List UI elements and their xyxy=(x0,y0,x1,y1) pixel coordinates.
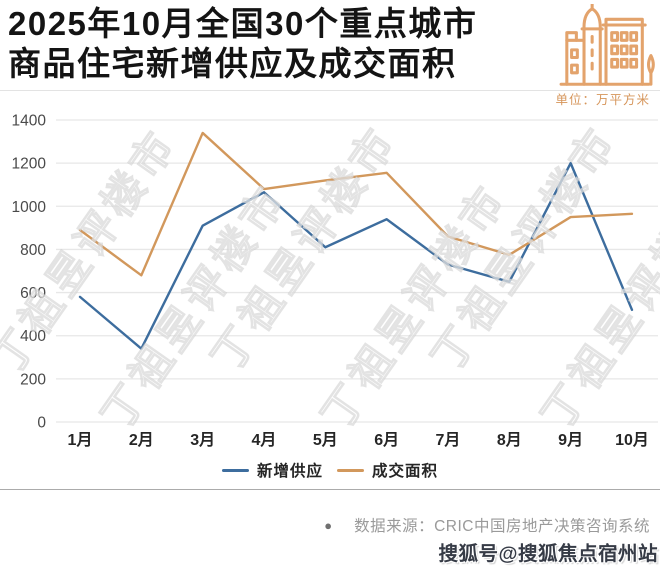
line-chart: 0 200 400 600 800 1000 1200 1400 1月 2月 3月 4月 5月 6月 7月 8… xyxy=(12,113,658,449)
x-axis-tick-label: 3月 xyxy=(190,431,215,449)
y-axis-tick-label: 1000 xyxy=(12,199,47,216)
y-axis-tick-label: 600 xyxy=(20,285,46,302)
x-axis-tick-label: 6月 xyxy=(374,431,399,449)
x-axis-tick-label: 2月 xyxy=(129,431,154,449)
legend-line-supply xyxy=(221,468,249,472)
sohu-account-watermark: 搜狐号@搜狐焦点宿州站 xyxy=(438,543,658,565)
x-axis-tick-label: 1月 xyxy=(68,431,93,449)
title-line-2: 商品住宅新增供应及成交面积 xyxy=(8,45,457,83)
header-divider xyxy=(0,90,660,91)
x-axis-tick-label: 5月 xyxy=(313,431,338,449)
unit-label: 单位：万平方米 xyxy=(555,93,650,107)
legend-label-deal: 成交面积 xyxy=(372,463,439,480)
city-buildings-icon xyxy=(556,2,656,90)
header: 2025年10月全国30个重点城市 商品住宅新增供应及成交面积 xyxy=(0,0,660,107)
title-line-1: 2025年10月全国30个重点城市 xyxy=(8,5,478,42)
legend-label-supply: 新增供应 xyxy=(256,463,323,480)
x-axis-tick-label: 4月 xyxy=(252,431,277,449)
footer-divider xyxy=(0,489,660,490)
series-line-0 xyxy=(78,161,634,350)
x-axis-tick-label: 9月 xyxy=(558,431,583,449)
chart-legend: 新增供应 成交面积 xyxy=(0,459,660,481)
y-axis-tick-label: 200 xyxy=(20,371,46,388)
y-axis-tick-label: 1400 xyxy=(12,113,47,130)
data-source-text: 数据来源：CRIC中国房地产决策咨询系统 xyxy=(354,518,650,535)
page-title: 2025年10月全国30个重点城市 商品住宅新增供应及成交面积 xyxy=(8,4,568,85)
data-source-row: ● 数据来源：CRIC中国房地产决策咨询系统 xyxy=(0,514,660,536)
y-axis-tick-label: 0 xyxy=(37,415,46,432)
bullet-icon: ● xyxy=(324,517,333,533)
y-axis-tick-label: 800 xyxy=(20,242,46,259)
x-axis-tick-label: 7月 xyxy=(436,431,461,449)
y-axis-tick-label: 400 xyxy=(20,328,46,345)
legend-line-deal xyxy=(337,468,364,472)
legend-item-supply: 新增供应 xyxy=(221,459,323,481)
y-axis-tick-label: 1200 xyxy=(12,156,47,173)
legend-item-deal: 成交面积 xyxy=(337,459,438,481)
x-axis-tick-label: 10月 xyxy=(615,431,649,449)
x-axis-tick-label: 8月 xyxy=(497,431,522,449)
series-line-1 xyxy=(78,131,634,277)
